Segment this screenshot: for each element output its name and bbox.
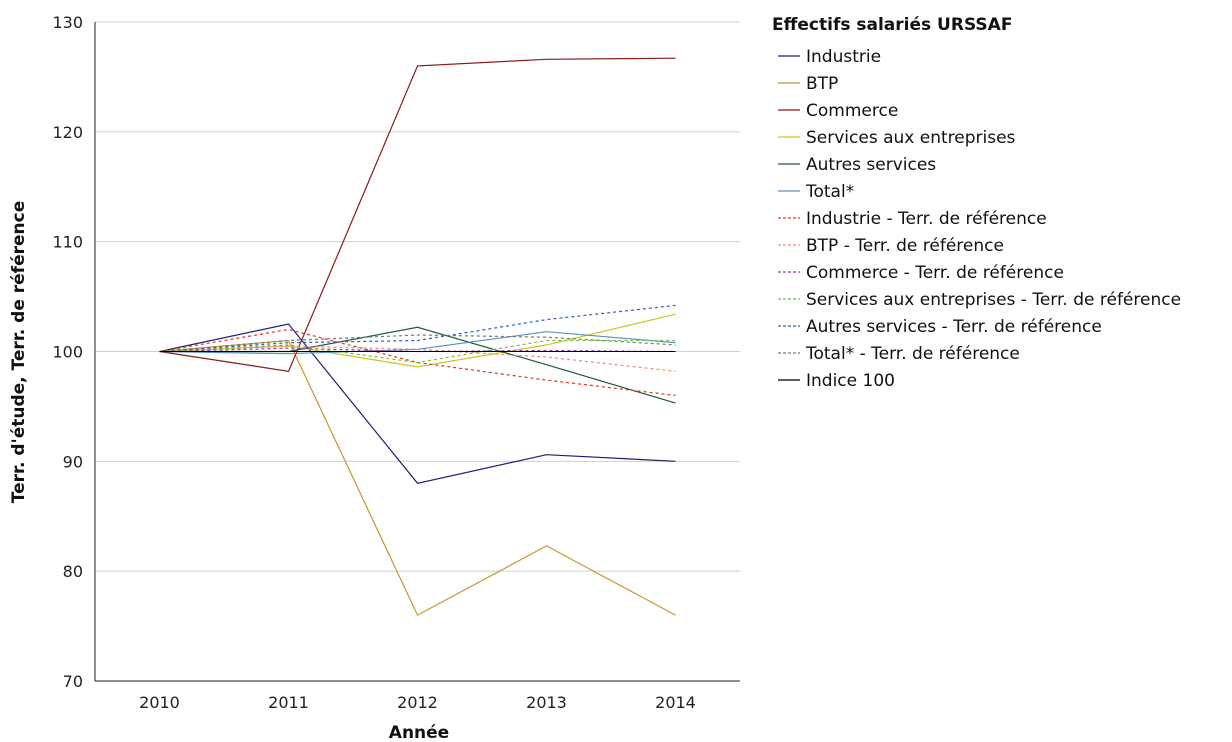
legend-label: BTP - Terr. de référence xyxy=(806,236,1004,256)
legend-label: Industrie - Terr. de référence xyxy=(806,209,1047,229)
y-tick-label: 120 xyxy=(52,123,83,142)
legend-label: Commerce - Terr. de référence xyxy=(806,263,1064,283)
x-axis-title: Année xyxy=(389,723,449,742)
series-line-9 xyxy=(159,339,676,364)
legend-label: Services aux entreprises xyxy=(806,128,1016,148)
y-tick-label: 110 xyxy=(52,233,83,252)
legend-title: Effectifs salariés URSSAF xyxy=(772,15,1012,35)
x-tick-label: 2013 xyxy=(526,693,567,712)
series-line-2 xyxy=(159,57,676,372)
y-tick-label: 70 xyxy=(63,672,83,691)
series-line-7 xyxy=(159,345,676,372)
x-tick-label: 2010 xyxy=(139,693,180,712)
y-tick-label: 90 xyxy=(63,452,83,471)
legend-label: BTP xyxy=(806,74,838,94)
y-tick-label: 130 xyxy=(52,13,83,32)
x-tick-label: 2012 xyxy=(397,693,438,712)
legend-label: Industrie xyxy=(806,47,881,67)
x-axis-ticks: 2010 2011 2012 2013 2014 xyxy=(139,693,696,712)
legend-label: Indice 100 xyxy=(806,371,895,391)
axes xyxy=(94,22,740,682)
y-axis-title: Terr. d'étude, Terr. de référence xyxy=(9,201,29,503)
legend-label: Autres services - Terr. de référence xyxy=(806,317,1102,337)
legend-label: Total* - Terr. de référence xyxy=(805,344,1020,364)
series-line-11 xyxy=(159,334,676,353)
legend-label: Total* xyxy=(805,182,854,202)
grid-lines xyxy=(95,21,740,572)
y-tick-label: 100 xyxy=(52,343,83,362)
series-lines xyxy=(159,57,676,616)
legend: Effectifs salariés URSSAF Industrie BTP Co… xyxy=(772,15,1181,391)
series-line-1 xyxy=(159,339,676,616)
y-tick-label: 80 xyxy=(63,562,83,581)
legend-label: Services aux entreprises - Terr. de réfé… xyxy=(806,290,1181,310)
legend-label: Autres services xyxy=(806,155,936,175)
x-tick-label: 2014 xyxy=(655,693,696,712)
series-line-0 xyxy=(159,323,676,484)
y-axis-ticks: 70 80 90 100 110 120 130 xyxy=(52,13,83,691)
legend-label: Commerce xyxy=(806,101,898,121)
series-line-10 xyxy=(159,304,676,353)
x-tick-label: 2011 xyxy=(268,693,309,712)
